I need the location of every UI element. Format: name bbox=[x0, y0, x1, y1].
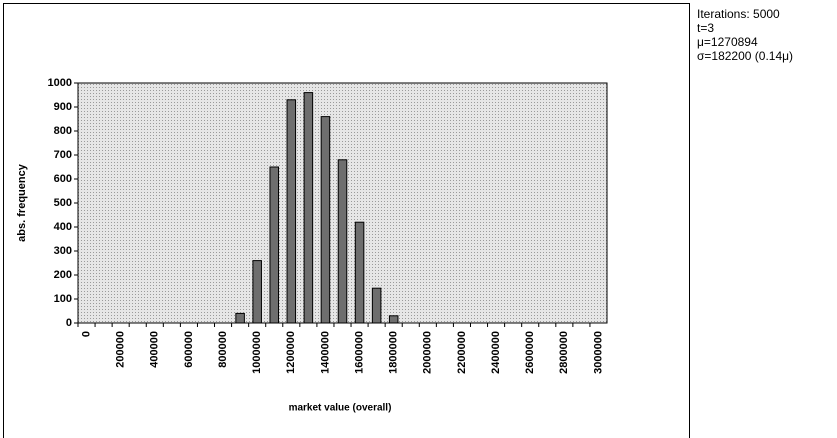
bar bbox=[337, 159, 348, 324]
y-tick-label: 800 bbox=[54, 125, 72, 137]
y-axis-label: abs. frequency bbox=[16, 163, 28, 242]
bar bbox=[320, 116, 331, 324]
x-tick-label: 1200000 bbox=[285, 331, 297, 374]
x-tick-label: 2800000 bbox=[558, 331, 570, 374]
y-tick-label: 100 bbox=[54, 293, 72, 305]
y-tick-label: 200 bbox=[54, 269, 72, 281]
bar bbox=[303, 92, 314, 324]
x-tick-label: 1400000 bbox=[319, 331, 331, 374]
bar bbox=[252, 260, 262, 324]
annotation: t=3 bbox=[697, 21, 714, 35]
x-tick-label: 2000000 bbox=[422, 331, 434, 374]
bar bbox=[388, 315, 399, 324]
y-tick-label: 600 bbox=[54, 173, 72, 185]
y-tick-label: 1000 bbox=[48, 77, 72, 89]
x-tick-label: 200000 bbox=[115, 331, 127, 368]
x-tick-label: 3000000 bbox=[592, 331, 604, 374]
x-tick-label: 2400000 bbox=[490, 331, 502, 374]
bar bbox=[269, 166, 280, 324]
y-tick-label: 700 bbox=[54, 149, 72, 161]
bar bbox=[235, 312, 245, 324]
x-axis-label: market value (overall) bbox=[289, 403, 392, 414]
bar bbox=[354, 221, 365, 324]
x-tick-label: 400000 bbox=[149, 331, 161, 368]
x-tick-label: 0 bbox=[80, 331, 92, 337]
annotation: σ=182200 (0.14μ) bbox=[697, 49, 793, 63]
x-tick-label: 2600000 bbox=[524, 331, 536, 374]
x-tick-label: 1000000 bbox=[251, 331, 263, 374]
y-tick-label: 400 bbox=[54, 221, 72, 233]
bar bbox=[371, 287, 382, 324]
y-tick-label: 500 bbox=[54, 197, 72, 209]
x-tick-label: 1600000 bbox=[353, 331, 365, 374]
x-tick-label: 2200000 bbox=[456, 331, 468, 374]
annotation: μ=1270894 bbox=[697, 35, 758, 49]
x-tick-label: 800000 bbox=[217, 331, 229, 368]
y-tick-label: 900 bbox=[54, 101, 72, 113]
annotation: Iterations: 5000 bbox=[697, 7, 780, 21]
bar bbox=[286, 99, 297, 324]
y-tick-label: 0 bbox=[66, 317, 72, 329]
x-tick-label: 1800000 bbox=[388, 331, 400, 374]
y-tick-label: 300 bbox=[54, 245, 72, 257]
x-tick-label: 600000 bbox=[183, 331, 195, 368]
